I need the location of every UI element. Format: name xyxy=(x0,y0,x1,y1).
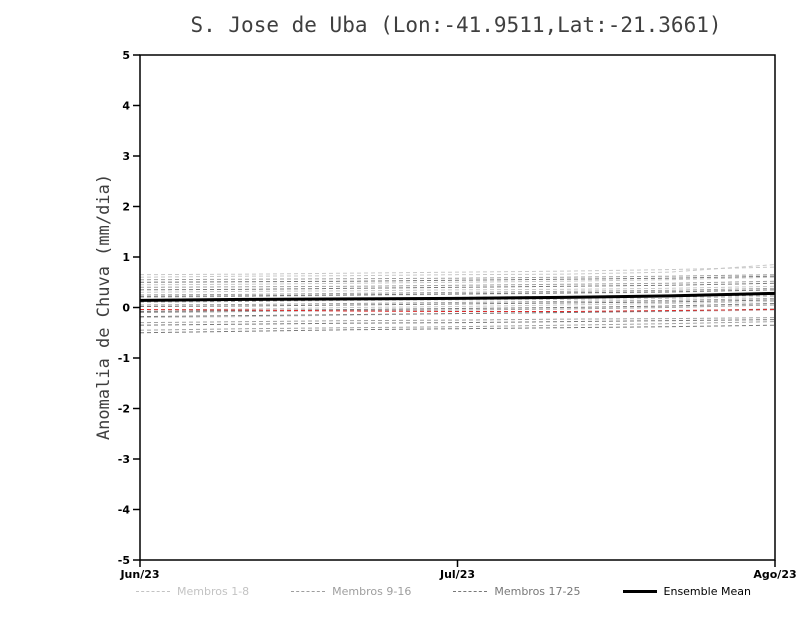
member-line xyxy=(139,274,776,281)
member-line xyxy=(139,324,776,334)
legend-label: Membros 17-25 xyxy=(494,585,581,598)
member-line xyxy=(139,264,776,278)
member-line xyxy=(139,295,776,303)
member-line xyxy=(139,280,776,288)
solid-line-sample xyxy=(622,590,657,593)
ensemble-mean-line xyxy=(139,291,776,302)
y-tick-label: -2 xyxy=(118,403,130,416)
x-tick-label: Jul/23 xyxy=(439,568,475,581)
legend-entry-ensemble-mean: Ensemble Mean xyxy=(622,585,751,598)
legend: Membros 1-8 Membros 9-16 Membros 17-25 E… xyxy=(136,585,751,598)
legend-entry-membros-17-25: Membros 17-25 xyxy=(453,585,581,598)
y-tick-label: 0 xyxy=(122,302,130,315)
chart-title: S. Jose de Uba (Lon:-41.9511,Lat:-21.366… xyxy=(190,13,722,37)
member-line xyxy=(139,304,776,314)
member-line xyxy=(139,300,776,311)
member-line xyxy=(139,275,776,283)
member-line xyxy=(139,299,776,307)
member-line xyxy=(139,287,776,296)
legend-entry-membros-9-16: Membros 9-16 xyxy=(291,585,411,598)
member-line xyxy=(139,282,776,291)
legend-label: Ensemble Mean xyxy=(663,585,751,598)
y-tick-label: -3 xyxy=(118,453,130,466)
dashed-line-sample xyxy=(453,591,488,592)
dashed-line-sample xyxy=(291,591,326,592)
member-line xyxy=(139,308,776,318)
y-tick-label: -1 xyxy=(118,352,130,365)
member-line xyxy=(139,289,776,298)
y-tick-label: -4 xyxy=(118,504,131,517)
member-line xyxy=(139,319,776,326)
x-tick-label: Ago/23 xyxy=(753,568,796,581)
y-tick-label: 2 xyxy=(122,201,130,214)
y-tick-label: 3 xyxy=(122,150,130,163)
legend-entry-membros-1-8: Membros 1-8 xyxy=(136,585,249,598)
reference-line xyxy=(139,309,776,313)
y-tick-label: 4 xyxy=(122,100,130,113)
y-tick-label: -5 xyxy=(118,554,130,567)
member-line xyxy=(139,302,776,313)
member-line xyxy=(139,297,776,306)
member-line xyxy=(139,289,776,297)
legend-label: Membros 1-8 xyxy=(177,585,250,598)
dashed-line-sample xyxy=(136,591,170,592)
member-line xyxy=(139,285,776,293)
x-tick-label: Jun/23 xyxy=(119,568,159,581)
y-tick-label: 1 xyxy=(122,251,130,264)
member-line xyxy=(139,276,776,286)
member-line xyxy=(139,321,776,331)
legend-label: Membros 9-16 xyxy=(332,585,412,598)
member-line xyxy=(139,266,776,276)
y-tick-label: 5 xyxy=(122,49,130,62)
member-line xyxy=(139,317,776,324)
